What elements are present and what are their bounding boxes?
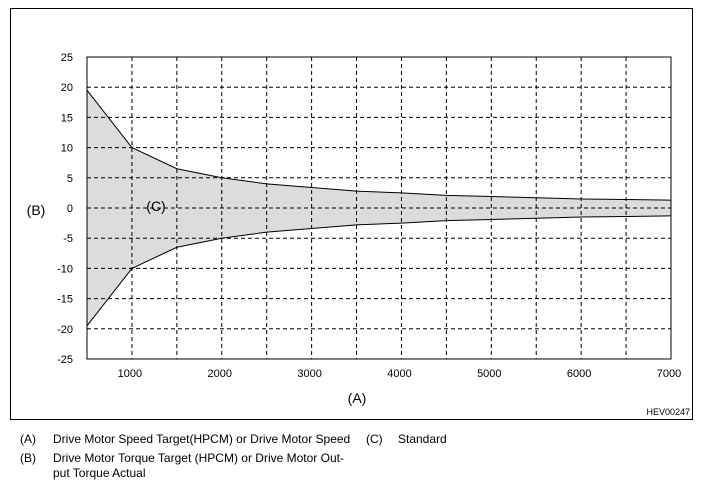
x-tick-label: 3000 (297, 368, 321, 380)
lower-limit-line (86, 215, 672, 327)
x-tick-label: 4000 (387, 368, 411, 380)
x-tick-label: 7000 (657, 368, 681, 380)
y-tick-label: -5 (63, 233, 73, 245)
y-tick-label: 25 (61, 52, 73, 64)
legend-text: Drive Motor Torque Target (HPCM) or Driv… (53, 451, 344, 465)
x-axis-label: (A) (348, 390, 367, 406)
y-tick-label: 20 (61, 82, 73, 94)
legend-text: Standard (398, 432, 447, 446)
y-axis-label: (B) (27, 202, 46, 218)
y-tick-label: 5 (67, 173, 73, 185)
x-tick-label: 6000 (567, 368, 591, 380)
upper-limit-line (86, 89, 672, 201)
legend-key: (B) (20, 451, 36, 465)
y-tick-label: 0 (67, 203, 73, 215)
legend-text: Drive Motor Speed Target(HPCM) or Drive … (53, 432, 351, 446)
x-tick-label: 1000 (118, 368, 142, 380)
figure-reference-code: HEV00247 (646, 407, 690, 417)
y-tick-label: -15 (57, 294, 73, 306)
x-tick-label: 2000 (208, 368, 232, 380)
legend-key: (C) (366, 432, 383, 446)
plot-border (86, 56, 672, 360)
standard-band (87, 90, 671, 326)
y-tick-label: -25 (57, 354, 73, 366)
x-tick-label: 5000 (477, 368, 501, 380)
y-tick-label: -20 (57, 324, 73, 336)
figure-frame (10, 8, 693, 420)
y-tick-label: 15 (61, 112, 73, 124)
legend-text: put Torque Actual (53, 466, 146, 480)
band-label: (C) (146, 198, 165, 214)
chart: 25 20 15 10 5 0 -5 -10 -15 -20 -25 1000 2000 3000 4000… (27, 52, 690, 417)
y-tick-label: 10 (61, 143, 73, 155)
legend-key: (A) (20, 432, 36, 446)
y-tick-label: -10 (57, 263, 73, 275)
